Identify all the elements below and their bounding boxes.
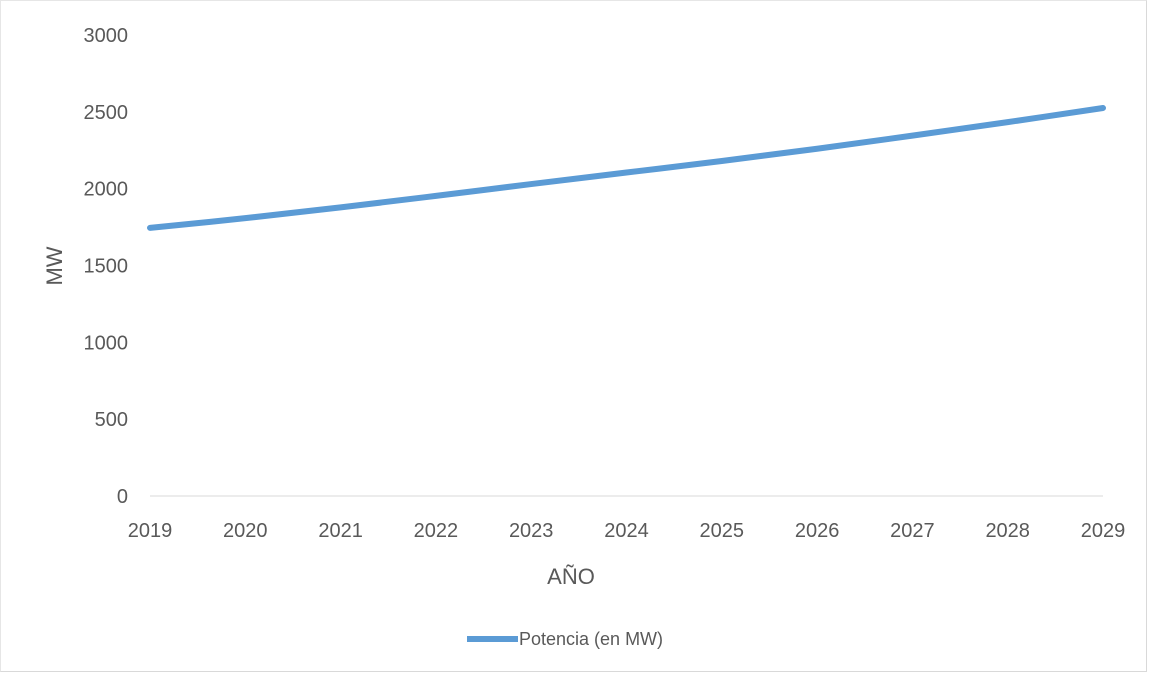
x-tick-label: 2029 <box>1081 520 1126 542</box>
y-axis-ticks: 0 500 1000 1500 2000 2500 3000 <box>84 25 129 508</box>
x-tick-label: 2021 <box>318 520 363 542</box>
series-line <box>147 104 1106 231</box>
x-axis-ticks: 2019 2020 2021 2022 2023 2024 2025 2026 2027 2028… <box>128 520 1126 542</box>
x-tick-label: 2027 <box>890 520 935 542</box>
y-axis-title: MW <box>42 246 67 285</box>
legend: Potencia (en MW) <box>467 629 663 649</box>
x-tick-label: 2025 <box>700 520 745 542</box>
x-tick-label: 2028 <box>985 520 1030 542</box>
x-axis-title: AÑO <box>547 564 595 589</box>
y-tick-label: 1500 <box>84 256 129 278</box>
x-tick-label: 2022 <box>414 520 459 542</box>
y-tick-label: 2000 <box>84 179 129 201</box>
series-layer <box>147 104 1106 231</box>
x-tick-label: 2023 <box>509 520 554 542</box>
x-tick-label: 2026 <box>795 520 840 542</box>
y-tick-label: 2500 <box>84 102 129 124</box>
x-tick-label: 2020 <box>223 520 268 542</box>
y-tick-label: 500 <box>95 409 128 431</box>
legend-label: Potencia (en MW) <box>519 629 663 649</box>
y-tick-label: 3000 <box>84 25 129 47</box>
x-tick-label: 2024 <box>604 520 649 542</box>
x-tick-label: 2019 <box>128 520 173 542</box>
y-tick-label: 1000 <box>84 332 129 354</box>
y-tick-label: 0 <box>117 486 128 508</box>
